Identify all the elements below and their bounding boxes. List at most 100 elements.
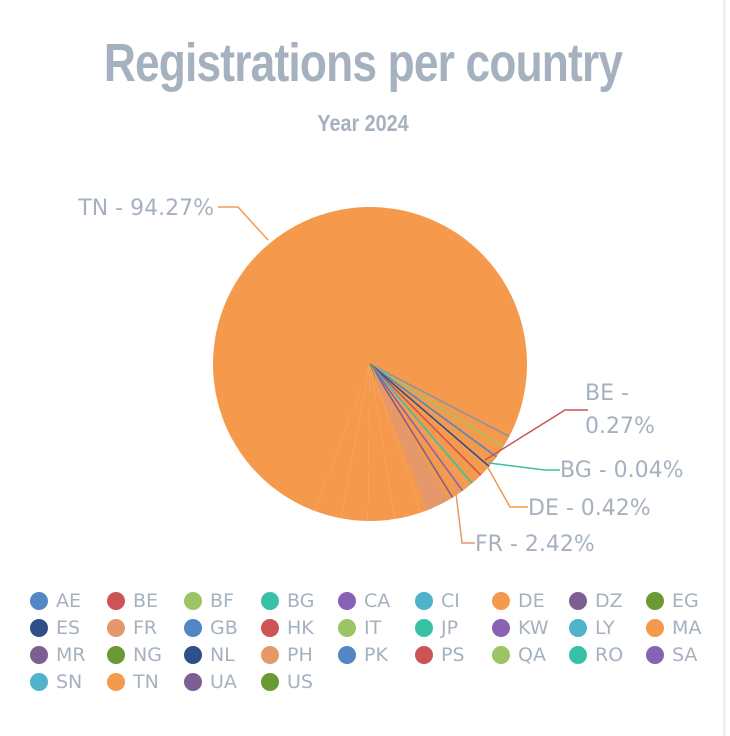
legend-label: PH (287, 644, 313, 666)
pie-slice-fr[interactable] (370, 364, 449, 511)
legend-label: TN (133, 671, 159, 693)
legend-item-ph[interactable]: PH (261, 643, 313, 667)
legend-item-fr[interactable]: FR (107, 616, 157, 640)
legend-swatch (646, 619, 664, 637)
callout-label-de: DE - 0.42% (528, 496, 651, 521)
callout-line-de (486, 465, 528, 508)
legend-item-hk[interactable]: HK (261, 616, 314, 640)
legend-swatch (415, 619, 433, 637)
legend-label: FR (133, 617, 158, 639)
legend-item-ng[interactable]: NG (107, 643, 162, 667)
legend-item-it[interactable]: IT (338, 616, 381, 640)
legend-item-kw[interactable]: KW (492, 616, 549, 640)
callout-label-bg: BG - 0.04% (560, 458, 684, 483)
legend-label: CI (441, 590, 460, 612)
legend-item-dz[interactable]: DZ (569, 589, 623, 613)
legend-swatch (30, 646, 48, 664)
legend-label: JP (441, 617, 459, 639)
legend-item-tn[interactable]: TN (107, 670, 159, 694)
legend-swatch (184, 673, 202, 691)
callout-line-tn (218, 206, 269, 241)
chart-subtitle: Year 2024 (317, 110, 409, 136)
legend-item-eg[interactable]: EG (646, 589, 699, 613)
legend-item-jp[interactable]: JP (415, 616, 458, 640)
legend-item-sn[interactable]: SN (30, 670, 82, 694)
pie-minor-slice-edge (369, 363, 498, 458)
legend-swatch (492, 646, 510, 664)
legend-item-ua[interactable]: UA (184, 670, 237, 694)
legend-swatch (569, 592, 587, 610)
legend-swatch (30, 592, 48, 610)
pie-minor-slice-edge (369, 363, 464, 492)
legend-item-de[interactable]: DE (492, 589, 545, 613)
legend-item-qa[interactable]: QA (492, 643, 546, 667)
pie-minor-slices (369, 363, 510, 511)
legend-label: EG (672, 590, 699, 612)
pie-minor-slice-edge (369, 363, 482, 476)
legend-item-ca[interactable]: CA (338, 589, 390, 613)
pie-slice-minor[interactable] (367, 364, 395, 521)
legend-label: BF (210, 590, 234, 612)
legend-label: UA (210, 671, 237, 693)
pie-minor-slice-edge (369, 363, 490, 467)
callout-label-fr: FR - 2.42% (475, 532, 595, 557)
legend-swatch (30, 619, 48, 637)
legend-swatch (261, 673, 279, 691)
legend-swatch (492, 592, 510, 610)
legend-label: DE (518, 590, 545, 612)
pie-slice-minor[interactable] (370, 364, 504, 468)
legend-swatch (569, 619, 587, 637)
legend-label: HK (287, 617, 314, 639)
legend-item-es[interactable]: ES (30, 616, 80, 640)
legend-swatch (107, 646, 125, 664)
pie-slice-minor[interactable] (314, 364, 370, 519)
legend-swatch (415, 646, 433, 664)
legend-item-mr[interactable]: MR (30, 643, 86, 667)
legend-item-sa[interactable]: SA (646, 643, 697, 667)
legend-label: BE (133, 590, 159, 612)
legend-item-ma[interactable]: MA (646, 616, 701, 640)
pie-slice-tn[interactable] (213, 207, 527, 511)
legend-label: DZ (595, 590, 623, 612)
callout-line-be (484, 409, 588, 461)
callout-line-bg (488, 462, 560, 471)
legend-item-bg[interactable]: BG (261, 589, 314, 613)
legend-item-nl[interactable]: NL (184, 643, 235, 667)
legend-swatch (107, 619, 125, 637)
legend-item-bf[interactable]: BF (184, 589, 234, 613)
legend-label: GB (210, 617, 238, 639)
legend-item-be[interactable]: BE (107, 589, 158, 613)
legend-label: US (287, 671, 313, 693)
pie-minor-slice-edge (369, 363, 510, 438)
legend-label: PS (441, 644, 465, 666)
legend-label: RO (595, 644, 624, 666)
pie-slice-minor[interactable] (340, 364, 370, 521)
legend-label: PK (364, 644, 388, 666)
legend-swatch (569, 646, 587, 664)
legend-swatch (338, 619, 356, 637)
legend-item-ps[interactable]: PS (415, 643, 465, 667)
pie-slice-minor[interactable] (370, 364, 421, 520)
legend-swatch (107, 673, 125, 691)
legend-swatch (261, 646, 279, 664)
legend-item-gb[interactable]: GB (184, 616, 238, 640)
legend-item-pk[interactable]: PK (338, 643, 388, 667)
legend-item-ly[interactable]: LY (569, 616, 615, 640)
legend-label: BG (287, 590, 315, 612)
legend-swatch (646, 592, 664, 610)
legend-swatch (646, 646, 664, 664)
callout-label-be-line1: BE - (585, 381, 629, 406)
legend-swatch (338, 592, 356, 610)
pie-chart: TN - 94.27% BE - 0.27% BG - 0.04% DE - 0… (77, 196, 684, 557)
callout-label-be-line2: 0.27% (585, 414, 655, 439)
legend-item-us[interactable]: US (261, 670, 313, 694)
legend-label: KW (518, 617, 549, 639)
legend-item-ae[interactable]: AE (30, 589, 81, 613)
legend-swatch (107, 592, 125, 610)
legend-item-ro[interactable]: RO (569, 643, 623, 667)
chart-title: Registrations per country (103, 33, 623, 93)
callout-label-tn: TN - 94.27% (77, 196, 214, 221)
legend-label: MA (672, 617, 702, 639)
legend-item-ci[interactable]: CI (415, 589, 460, 613)
